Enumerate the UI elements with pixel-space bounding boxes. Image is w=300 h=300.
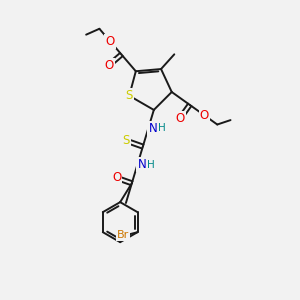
Text: S: S [122,134,130,147]
Text: S: S [126,89,133,102]
Text: O: O [104,58,114,71]
Text: N: N [137,158,146,171]
Text: O: O [105,34,115,48]
Text: H: H [158,123,166,133]
Text: O: O [176,112,185,124]
Text: N: N [148,122,157,135]
Text: O: O [112,171,121,184]
Text: O: O [200,109,209,122]
Text: H: H [147,160,154,170]
Text: Br: Br [117,230,129,240]
